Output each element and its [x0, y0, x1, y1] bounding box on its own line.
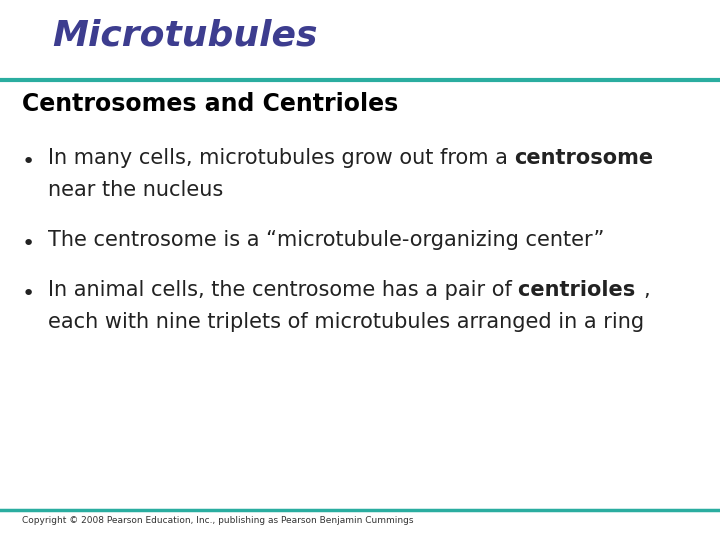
- Text: Copyright © 2008 Pearson Education, Inc., publishing as Pearson Benjamin Cumming: Copyright © 2008 Pearson Education, Inc.…: [22, 516, 413, 525]
- Text: centrosome: centrosome: [515, 148, 654, 168]
- Text: centrioles: centrioles: [518, 280, 643, 300]
- Text: Microtubules: Microtubules: [52, 18, 318, 52]
- Text: •: •: [22, 284, 35, 304]
- Text: In animal cells, the centrosome has a pair of: In animal cells, the centrosome has a pa…: [48, 280, 518, 300]
- Text: Centrosomes and Centrioles: Centrosomes and Centrioles: [22, 92, 398, 116]
- Text: •: •: [22, 152, 35, 172]
- Text: The centrosome is a “microtubule-organizing center”: The centrosome is a “microtubule-organiz…: [48, 230, 604, 250]
- Text: near the nucleus: near the nucleus: [48, 180, 223, 200]
- Text: each with nine triplets of microtubules arranged in a ring: each with nine triplets of microtubules …: [48, 312, 644, 332]
- Text: In many cells, microtubules grow out from a: In many cells, microtubules grow out fro…: [48, 148, 515, 168]
- Text: ,: ,: [643, 280, 649, 300]
- Text: •: •: [22, 234, 35, 254]
